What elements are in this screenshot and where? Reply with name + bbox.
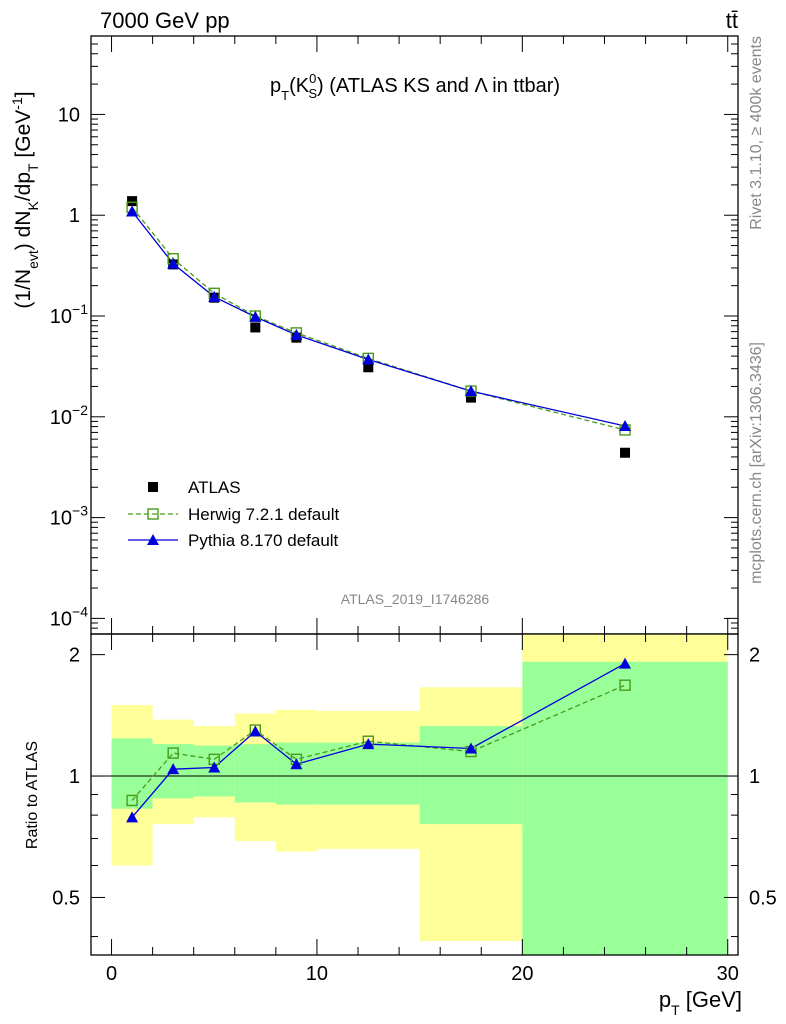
main-point-pythia-8-170-default	[290, 328, 303, 340]
energy-label: 7000 GeV pp	[100, 8, 230, 33]
main-ylabel: (1/Nevt) dNK/dpT [GeV-1]	[9, 91, 41, 308]
legend-label-herwig-7-2-1-default: Herwig 7.2.1 default	[188, 505, 339, 524]
main-point-atlas	[250, 322, 261, 333]
ratio-band-green	[419, 726, 523, 825]
ratio-xtick-label: 30	[717, 963, 739, 985]
main-point-pythia-8-170-default	[362, 353, 375, 365]
rivet-label: Rivet 3.1.10, ≥ 400k events	[748, 36, 765, 230]
ratio-axes: 0.5 0.51 12 20 10 20 30	[52, 634, 777, 985]
ratio-xtick-label: 10	[306, 963, 328, 985]
legend-marker-pythia-8-170-default	[147, 534, 159, 545]
ratio-band-green	[316, 742, 420, 805]
ratio-band-green	[522, 661, 728, 955]
ratio-ytick-label: 1	[69, 766, 80, 788]
main-point-atlas	[363, 362, 374, 373]
ratio-point-pythia-8-170-default	[619, 657, 632, 669]
ratio-band-green	[111, 738, 153, 809]
ratio-uncertainty-bands	[91, 634, 738, 955]
main-line-pythia-8-170-default	[131, 210, 626, 427]
main-title: pT(K0 S) (ATLAS KS and Λ in ttbar)	[270, 71, 560, 103]
ratio-ylabel: Ratio to ATLAS	[24, 741, 41, 849]
main-ytick-label: 10	[58, 104, 80, 126]
main-point-pythia-8-170-default	[167, 257, 180, 269]
main-series-lines	[131, 206, 626, 431]
ratio-point-herwig-7-2-1-default	[126, 794, 138, 807]
main-point-pythia-8-170-default	[126, 205, 139, 217]
ratio-point-pythia-8-170-default	[167, 763, 180, 775]
process-label: tt̄	[726, 8, 738, 33]
ratio-point-pythia-8-170-default	[126, 811, 139, 823]
x-axis-label: pT [GeV]	[659, 987, 742, 1018]
ratio-series-lines	[131, 663, 626, 818]
main-line-herwig-7-2-1-default	[131, 206, 626, 431]
legend-marker-atlas	[148, 482, 158, 492]
ratio-xtick-label: 0	[106, 963, 117, 985]
ratio-line-herwig-7-2-1-default	[131, 684, 626, 801]
main-point-pythia-8-170-default	[619, 420, 632, 432]
main-ytick-label: 10−3	[50, 503, 88, 530]
ratio-point-pythia-8-170-default	[249, 725, 262, 737]
ratio-point-pythia-8-170-default	[290, 758, 303, 770]
main-ytick-label: 10−1	[50, 301, 88, 328]
main-point-atlas	[465, 392, 476, 403]
main-point-atlas	[127, 196, 138, 207]
ratio-xtick-label: 20	[511, 963, 533, 985]
ratio-ytick-label-right: 1	[749, 766, 760, 788]
main-series-markers	[126, 196, 632, 458]
ratio-ytick-label-right: 2	[749, 645, 760, 667]
main-axes: 10−4 10−3 10−2 10−1 1 10	[50, 35, 738, 635]
ratio-line-pythia-8-170-default	[131, 663, 626, 818]
ratio-point-herwig-7-2-1-default	[167, 747, 179, 759]
ratio-point-pythia-8-170-default	[208, 761, 221, 773]
main-ytick-label: 10−4	[50, 603, 88, 630]
legend-label-atlas: ATLAS	[188, 478, 241, 497]
main-point-pythia-8-170-default	[249, 310, 262, 322]
main-point-atlas	[620, 447, 631, 458]
ratio-series-markers	[126, 657, 632, 823]
ratio-ytick-label: 0.5	[52, 887, 80, 909]
ratio-point-pythia-8-170-default	[464, 742, 477, 754]
ratio-ytick-label-right: 0.5	[749, 887, 777, 909]
ratio-band-green	[234, 744, 276, 803]
legend-marker-herwig-7-2-1-default	[147, 508, 159, 520]
mcplots-label: mcplots.cern.ch [arXiv:1306.3436]	[748, 342, 765, 584]
ratio-point-herwig-7-2-1-default	[619, 679, 631, 691]
main-ytick-label: 1	[69, 205, 80, 227]
legend: ATLAS Herwig 7.2.1 default Pythia 8.170 de…	[128, 478, 339, 550]
main-point-pythia-8-170-default	[208, 290, 221, 302]
legend-label-pythia-8-170-default: Pythia 8.170 default	[188, 531, 339, 550]
ratio-ytick-label: 2	[69, 645, 80, 667]
main-ytick-label: 10−2	[50, 402, 88, 429]
main-point-pythia-8-170-default	[464, 385, 477, 397]
ratio-point-pythia-8-170-default	[362, 738, 375, 750]
analysis-watermark: ATLAS_2019_I1746286	[341, 591, 490, 607]
